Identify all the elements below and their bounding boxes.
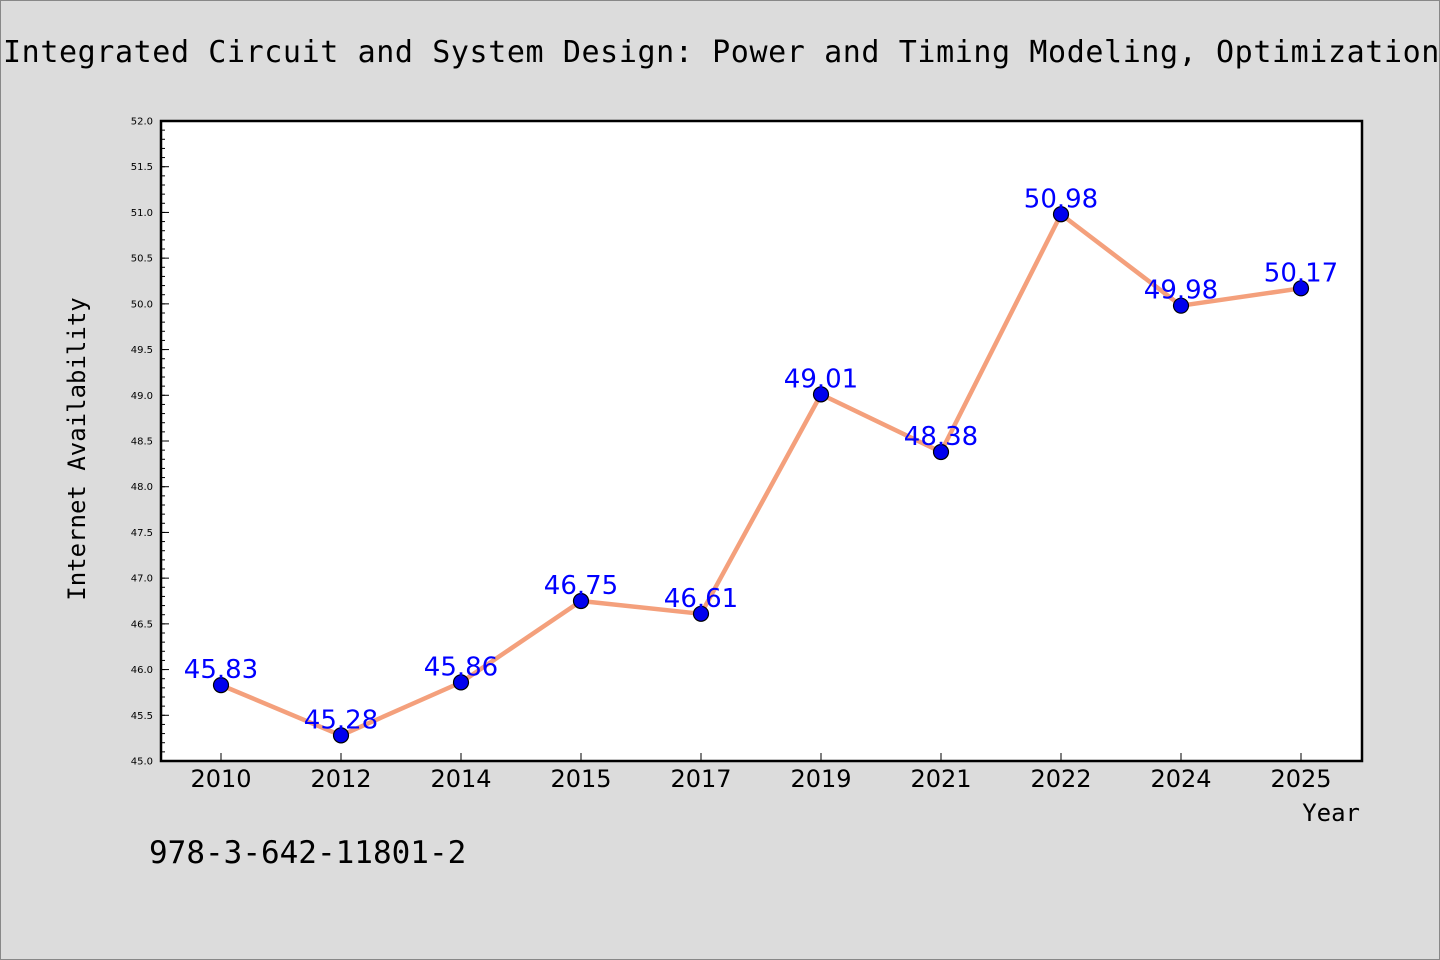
y-tick-label: 46.5 (131, 619, 153, 630)
data-point (1172, 297, 1190, 314)
chart-title: Integrated Circuit and System Design: Po… (3, 35, 1440, 70)
y-tick-label: 45.0 (131, 757, 153, 768)
x-tick-label: 2024 (1150, 765, 1211, 793)
x-tick-label: 2022 (1030, 765, 1091, 793)
y-tick-label: 52.0 (131, 117, 153, 128)
x-tick-label: 2017 (670, 765, 731, 793)
x-axis-label: Year (1302, 799, 1360, 827)
x-tick-label: 2021 (910, 765, 971, 793)
data-point (212, 677, 230, 694)
series-line (220, 212, 1302, 738)
x-tick-label: 2015 (550, 765, 611, 793)
y-tick-label: 47.5 (131, 528, 153, 539)
x-axis: 2010 2012 2014 2015 2017 2019 2021 2022 2024 2025 (190, 753, 1332, 793)
y-tick-label: 50.5 (131, 254, 153, 265)
y-axis: 45.0 45.5 46.0 46.5 47.0 47.5 48.0 48.5 49.0 49.5… (131, 117, 169, 768)
data-point (1052, 206, 1070, 223)
y-tick-label: 49.5 (131, 345, 153, 356)
y-tick-label: 48.5 (131, 437, 153, 448)
x-tick-label: 2010 (190, 765, 251, 793)
data-point (1292, 280, 1310, 297)
data-label: 49.98 (1144, 276, 1218, 306)
data-label: 45.28 (304, 705, 378, 735)
x-tick-label: 2019 (790, 765, 851, 793)
y-tick-label: 48.0 (131, 482, 153, 493)
y-tick-label: 47.0 (131, 574, 153, 585)
data-label: 49.01 (784, 364, 858, 394)
y-tick-label: 49.0 (131, 391, 153, 402)
data-point (812, 386, 830, 403)
data-point (572, 592, 590, 610)
data-label: 45.83 (184, 655, 258, 685)
data-label: 48.38 (904, 422, 978, 452)
data-point (332, 727, 350, 744)
y-tick-label: 51.5 (131, 162, 153, 173)
data-label: 50.17 (1264, 258, 1338, 288)
y-axis-label: Internet Availability (63, 297, 91, 600)
data-label: 50.98 (1024, 184, 1098, 214)
data-point (932, 443, 950, 461)
x-tick-label: 2025 (1270, 765, 1331, 793)
data-point (692, 605, 710, 622)
x-tick-label: 2014 (430, 765, 491, 793)
data-label: 46.61 (664, 584, 738, 614)
plot-area (159, 119, 1364, 763)
data-labels: 45.83 45.28 45.86 46.75 46.61 49.01 48.38 50.98… (184, 184, 1338, 735)
y-tick-label: 45.5 (131, 711, 153, 722)
x-tick-label: 2012 (310, 765, 371, 793)
data-markers (212, 206, 1310, 744)
data-label: 46.75 (544, 571, 618, 601)
data-label: 45.86 (424, 652, 498, 682)
y-tick-label: 46.0 (131, 665, 153, 676)
data-point (452, 674, 470, 691)
y-tick-label: 51.0 (131, 208, 153, 219)
y-tick-label: 50.0 (131, 299, 153, 310)
isbn-text: 978-3-642-11801-2 (149, 835, 467, 871)
